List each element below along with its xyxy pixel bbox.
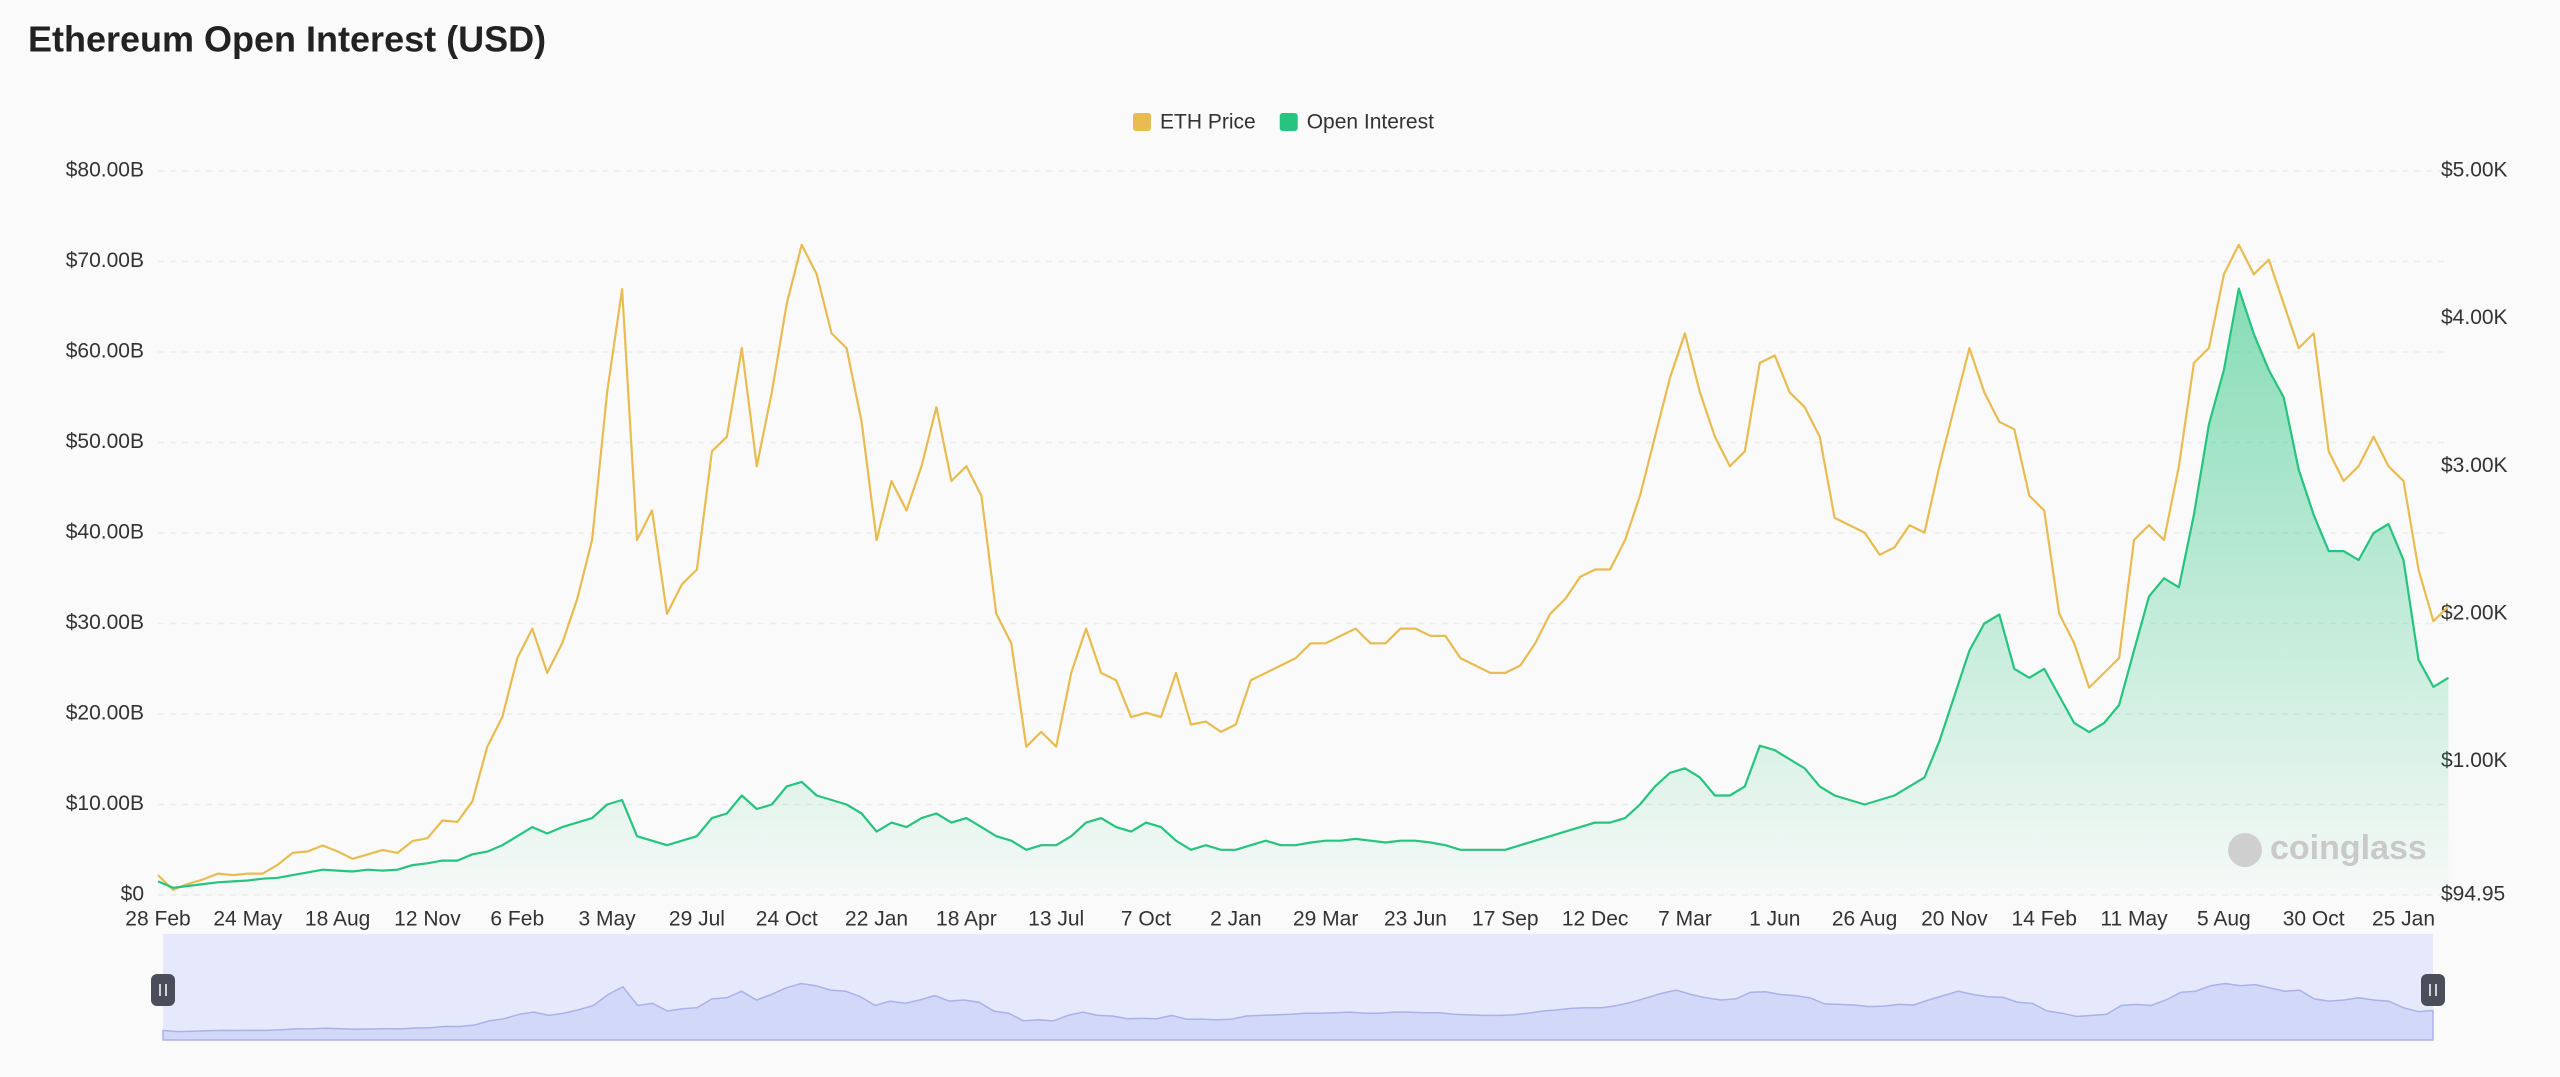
legend-swatch [1133,113,1151,131]
x-tick-label: 26 Aug [1832,908,1897,931]
x-tick-label: 5 Aug [2197,908,2251,931]
series-line [157,287,2449,889]
y-tick-label: $50.00B [66,430,144,453]
y-tick-label: $30.00B [66,611,144,634]
x-tick-label: 22 Jan [845,908,908,931]
x-tick-label: 17 Sep [1472,908,1539,931]
y2-tick-label: $4.00K [2441,306,2508,329]
y-tick-label: $60.00B [66,340,144,363]
navigator-area [162,982,2434,1041]
x-tick-label: 23 Jun [1384,908,1447,931]
y2-tick-label: $3.00K [2441,454,2508,477]
navigator-handle [2421,974,2445,1006]
legend-label: Open Interest [1307,111,1434,134]
y2-tick-label: $5.00K [2441,159,2508,182]
x-tick-label: 24 Oct [756,908,818,931]
x-tick-label: 28 Feb [125,908,190,931]
y2-tick-label: $94.95 [2441,883,2505,906]
x-tick-label: 14 Feb [2012,908,2077,931]
x-tick-label: 18 Aug [305,908,370,931]
y-tick-label: $20.00B [66,702,144,725]
legend: ETH Price Open Interest [1133,111,1434,134]
series-line [157,243,2450,891]
x-tick-label: 7 Mar [1658,908,1712,931]
x-tick-label: 18 Apr [936,908,997,931]
x-tick-label: 13 Jul [1028,908,1084,931]
y-tick-label: $80.00B [66,159,144,182]
x-tick-label: 29 Mar [1293,908,1358,931]
y-tick-label: $0 [121,883,144,906]
x-tick-label: 1 Jun [1749,908,1800,931]
y-tick-label: $70.00B [66,249,144,272]
x-tick-label: 12 Nov [394,908,461,931]
navigator-handle [151,974,175,1006]
x-tick-label: 3 May [579,908,637,931]
y2-tick-label: $2.00K [2441,601,2508,624]
series-area [158,288,2449,896]
y-tick-label: $10.00B [66,792,144,815]
x-tick-label: 24 May [213,908,282,931]
x-tick-label: 30 Oct [2283,908,2345,931]
x-tick-label: 29 Jul [669,908,725,931]
chart-title: Ethereum Open Interest (USD) [28,19,546,60]
x-tick-label: 2 Jan [1210,908,1261,931]
y-tick-label: $40.00B [66,521,144,544]
watermark: coinglass [2270,829,2427,867]
x-tick-label: 20 Nov [1921,908,1988,931]
legend-swatch [1279,113,1298,131]
x-tick-label: 12 Dec [1562,908,1629,931]
x-tick-label: 6 Feb [490,908,544,931]
x-tick-label: 11 May [2100,908,2168,931]
y2-tick-label: $1.00K [2441,749,2508,772]
x-tick-label: 7 Oct [1121,908,1171,931]
watermark-icon [2228,833,2262,867]
x-tick-label: 25 Jan [2372,908,2435,931]
legend-label: ETH Price [1160,111,1256,134]
